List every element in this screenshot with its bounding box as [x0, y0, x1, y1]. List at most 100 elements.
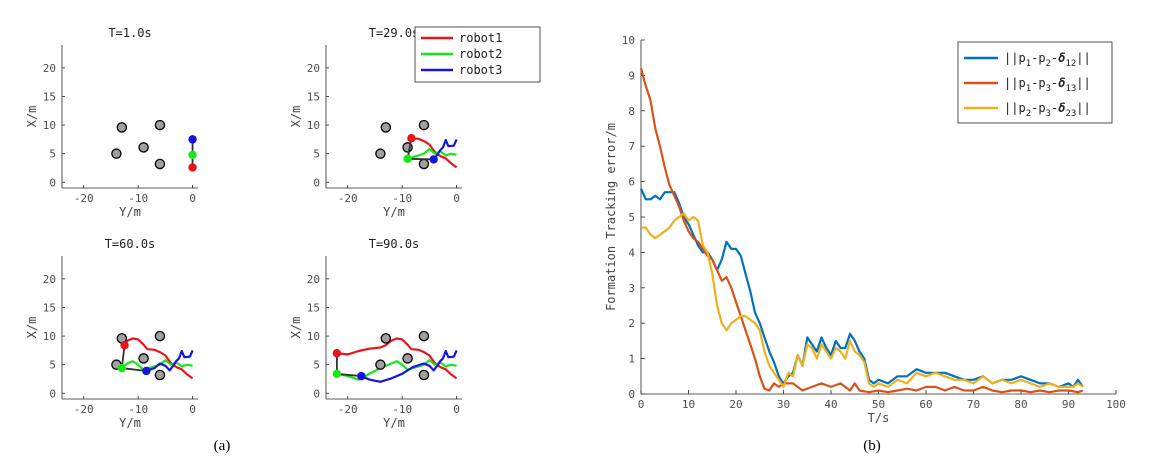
x-axis-label: Y/m — [383, 416, 405, 430]
error-y-axis-label: Formation Tracking error/m — [604, 123, 618, 311]
obstacle-marker — [111, 148, 122, 159]
legend-text-part: -p — [1031, 101, 1045, 115]
robot2-position-marker — [403, 154, 412, 164]
trajectory-panel-panel-t60: -20 -10 0 0 5 10 15 20 T=60.0s Y/m X/m — [25, 237, 198, 430]
error-x-tick-label: 20 — [729, 398, 742, 411]
error-x-tick-label: 30 — [777, 398, 790, 411]
legend-text-part: -p — [1031, 76, 1045, 90]
robot3-position-marker — [142, 366, 151, 376]
obstacle-marker — [154, 369, 166, 381]
error-x-axis-label: T/s — [868, 411, 890, 425]
legend-text-part: 1 — [1026, 59, 1031, 69]
robot2-trajectory — [407, 148, 457, 160]
robot1-trajectory — [336, 337, 458, 380]
legend-text-part: 2 — [1026, 109, 1031, 119]
y-tick-label: 15 — [43, 90, 56, 103]
obstacle-marker — [418, 158, 430, 170]
obstacle-marker — [375, 359, 386, 370]
obstacle-marker — [418, 330, 430, 342]
error-x-tick-label: 10 — [682, 398, 695, 411]
sublabel-a: (a) — [214, 438, 231, 454]
legend-text-part: 2 — [1046, 59, 1051, 69]
trajectory-panels: -20 -10 0 0 5 10 15 20 T=1.0s Y/m X/m -20 -10 0 0 5 10 15… — [25, 26, 462, 430]
legend-label-robot2: robot2 — [459, 47, 502, 61]
error-x-tick-label: 60 — [919, 398, 932, 411]
error-y-tick-label: 4 — [628, 246, 635, 259]
y-tick-label: 0 — [49, 176, 56, 189]
legend-text-part: ||p — [1004, 101, 1026, 115]
y-tick-label: 0 — [49, 387, 56, 400]
legend-text-part: δ — [1058, 101, 1065, 115]
y-tick-label: 10 — [43, 119, 56, 132]
y-tick-label: 0 — [313, 176, 320, 189]
legend-text-part: || — [1076, 51, 1090, 65]
robot3-position-marker — [188, 135, 197, 144]
x-tick-label: -20 — [74, 403, 94, 416]
error-y-tick-label: 3 — [628, 282, 635, 295]
legend-text-part: δ — [1058, 76, 1065, 90]
y-axis-label: X/m — [25, 106, 39, 128]
legend-label-robot1: robot1 — [459, 31, 502, 45]
robot1-position-marker — [332, 349, 342, 358]
error-x-tick-label: 50 — [872, 398, 885, 411]
obstacle-marker — [116, 122, 128, 133]
legend-text-part: -p — [1031, 51, 1045, 65]
y-tick-label: 5 — [49, 148, 56, 161]
panel-title: T=1.0s — [108, 26, 151, 40]
legend-text-part: || — [1076, 101, 1090, 115]
legend-text-part: 1 — [1026, 84, 1031, 94]
obstacle-marker — [380, 333, 392, 344]
y-tick-label: 5 — [49, 359, 56, 372]
robot2-position-marker — [332, 369, 342, 379]
error-x-tick-label: 70 — [967, 398, 980, 411]
panel-title: T=29.0s — [369, 26, 420, 40]
legend-text-part: ||p — [1004, 76, 1026, 90]
robot3-trajectory — [432, 138, 458, 161]
panel-title: T=60.0s — [105, 237, 156, 251]
y-tick-label: 20 — [307, 62, 320, 75]
obstacle-marker — [154, 330, 166, 342]
legend-text-part: 12 — [1065, 59, 1076, 69]
x-tick-label: -20 — [338, 192, 358, 205]
error-y-tick-label: 5 — [628, 211, 635, 224]
y-axis-label: X/m — [25, 317, 39, 339]
y-tick-label: 20 — [43, 62, 56, 75]
obstacle-marker — [154, 119, 166, 131]
x-tick-label: 0 — [189, 192, 196, 205]
formation-link — [407, 157, 434, 161]
robot2-position-marker — [117, 363, 127, 373]
error-y-tick-label: 7 — [628, 140, 635, 153]
y-tick-label: 0 — [313, 387, 320, 400]
trajectory-panel-panel-t90: -20 -10 0 0 5 10 15 20 T=90.0s Y/m X/m — [289, 237, 462, 430]
trajectory-panel-panel-t1: -20 -10 0 0 5 10 15 20 T=1.0s Y/m X/m — [25, 26, 198, 219]
sublabel-b: (b) — [863, 438, 881, 454]
robot1-position-marker — [120, 341, 129, 350]
error-y-tick-label: 9 — [628, 69, 635, 82]
robot1-position-marker — [188, 163, 197, 172]
panel-title: T=90.0s — [369, 237, 420, 251]
y-tick-label: 15 — [307, 301, 320, 314]
y-axis-label: X/m — [289, 106, 303, 128]
obstacle-marker — [380, 122, 392, 133]
obstacle-marker — [375, 148, 386, 159]
legend-text-part: || — [1076, 76, 1090, 90]
robot2-position-marker — [188, 150, 197, 160]
robot1-trajectory — [411, 137, 458, 169]
trajectory-panel-panel-t29: -20 -10 0 0 5 10 15 20 T=29.0s Y/m X/m — [289, 26, 462, 219]
x-tick-label: -10 — [392, 192, 412, 205]
legend-text-part: 23 — [1065, 109, 1076, 119]
error-legend-label-err13: ||p1-p3-δ13|| — [1004, 76, 1091, 94]
x-tick-label: 0 — [453, 403, 460, 416]
legend-text-part: 13 — [1065, 84, 1076, 94]
legend-text-part: 3 — [1046, 109, 1051, 119]
error-x-tick-label: 80 — [1014, 398, 1027, 411]
robot3-position-marker — [429, 155, 438, 164]
obstacle-marker — [418, 369, 430, 381]
robot1-trajectory — [123, 337, 194, 380]
obstacle-marker — [402, 353, 413, 364]
y-tick-label: 5 — [313, 359, 320, 372]
obstacle-marker — [418, 119, 430, 131]
error-x-tick-label: 100 — [1106, 398, 1126, 411]
error-x-tick-label: 0 — [638, 398, 645, 411]
